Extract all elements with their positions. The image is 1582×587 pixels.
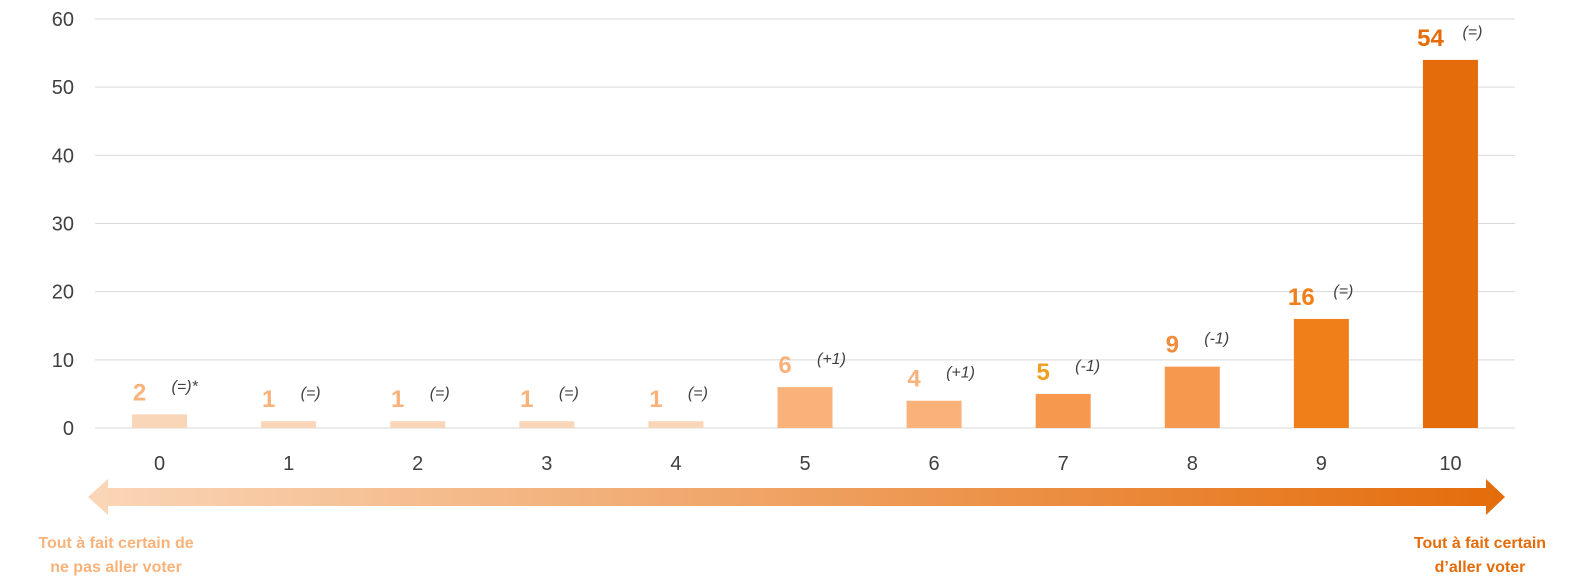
change-label: (=)	[430, 385, 450, 402]
value-label: 5	[1037, 359, 1050, 386]
y-tick-label: 10	[52, 350, 74, 372]
change-label: (+1)	[817, 351, 846, 368]
value-label: 4	[907, 366, 921, 393]
x-tick-label: 1	[283, 453, 294, 475]
x-tick-label: 5	[799, 453, 810, 475]
bar	[519, 421, 575, 428]
value-label: 2	[133, 379, 146, 406]
value-label: 1	[649, 386, 662, 413]
value-label: 1	[520, 386, 533, 413]
value-label: 54	[1417, 25, 1444, 52]
value-label: 9	[1166, 332, 1179, 359]
scale-right-label-line-1: Tout à fait certain	[1413, 535, 1547, 552]
y-tick-label: 50	[52, 77, 74, 99]
bar	[777, 387, 833, 428]
scale-left-label-line-1: Tout à fait certain de	[38, 535, 194, 552]
scale-right-label-line-2: d’aller voter	[1434, 559, 1526, 576]
bar	[261, 421, 317, 428]
x-tick-label: 10	[1439, 453, 1461, 475]
x-tick-label: 3	[541, 453, 552, 475]
x-tick-label: 6	[929, 453, 940, 475]
gridlines	[95, 18, 1515, 429]
scale-left-label: Tout à fait certain de ne pas aller vote…	[0, 532, 232, 580]
x-tick-label: 2	[412, 453, 423, 475]
bar	[1164, 366, 1220, 428]
change-label: (+1)	[946, 365, 975, 382]
change-label: (=)	[1462, 24, 1482, 41]
x-tick-label: 4	[670, 453, 681, 475]
change-label: (-1)	[1075, 358, 1100, 375]
change-label: (=)	[1333, 283, 1353, 300]
value-label: 1	[262, 386, 275, 413]
value-label: 16	[1288, 284, 1315, 311]
change-label: (-1)	[1204, 331, 1229, 348]
change-label: (=)	[688, 385, 708, 402]
x-tick-label: 0	[154, 453, 165, 475]
bars	[132, 59, 1478, 429]
bar	[648, 421, 704, 428]
x-tick-label: 7	[1058, 453, 1069, 475]
scale-right-label: Tout à fait certain d’aller voter	[1380, 532, 1580, 580]
value-label: 1	[391, 386, 404, 413]
y-axis-ticks: 0 10 20 30 40 50 60	[52, 9, 74, 440]
bar-chart: 0 10 20 30 40 50 60 0 1 2 3 4 5 6 7 8 9 10 2 (=)* 1 (=) 1 (=)…	[52, 9, 1515, 515]
x-tick-label: 8	[1187, 453, 1198, 475]
change-label: (=)	[559, 385, 579, 402]
bar	[1422, 59, 1478, 429]
bar	[1293, 318, 1349, 428]
bar	[1035, 393, 1091, 428]
y-tick-label: 0	[63, 418, 74, 440]
y-tick-label: 60	[52, 9, 74, 31]
change-label: (=)	[301, 385, 321, 402]
scale-gradient-arrow	[88, 479, 1505, 515]
y-tick-label: 30	[52, 214, 74, 236]
x-tick-label: 9	[1316, 453, 1327, 475]
bar	[390, 421, 446, 428]
bar	[132, 414, 188, 428]
y-tick-label: 20	[52, 282, 74, 304]
value-label: 6	[778, 352, 791, 379]
bar	[906, 400, 962, 428]
scale-left-label-line-2: ne pas aller voter	[50, 559, 182, 576]
change-label: (=)*	[172, 378, 199, 395]
y-tick-label: 40	[52, 145, 74, 167]
x-axis-ticks: 0 1 2 3 4 5 6 7 8 9 10	[154, 453, 1462, 475]
data-labels: 2 (=)* 1 (=) 1 (=) 1 (=) 1 (=) 6 (+1) 4 (+1) 5 (-1) 9 (-1…	[133, 24, 1483, 413]
